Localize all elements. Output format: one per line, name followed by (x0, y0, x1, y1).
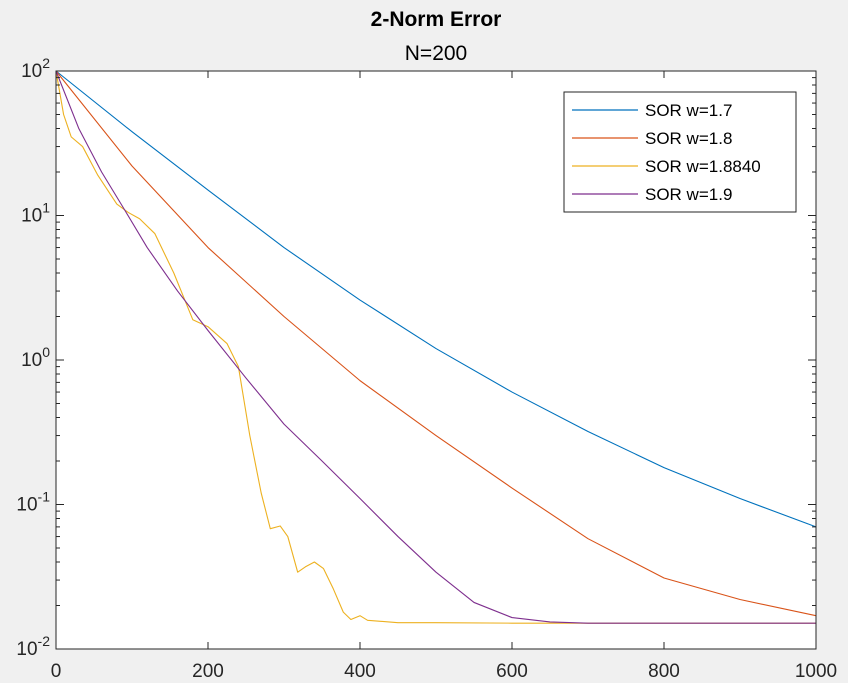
axes-layer: 0 200 400 600 800 1000 102 101 100 10-1 10-2 (16, 55, 837, 682)
series-line-4 (55, 70, 816, 624)
y-tick-label: 102 (21, 55, 50, 82)
y-tick-label: 101 (21, 200, 50, 227)
x-tick-label: 400 (344, 661, 376, 682)
legend-entry-4: SOR w=1.9 (645, 185, 732, 204)
legend: SOR w=1.7 SOR w=1.8 SOR w=1.8840 SOR w=1.9 (563, 91, 797, 213)
x-tick-label: 600 (496, 661, 528, 682)
y-tick-label: 10-1 (16, 489, 50, 516)
chart-title: 2-Norm Error (371, 8, 502, 31)
legend-entry-1: SOR w=1.7 (645, 101, 732, 120)
y-tick-label: 10-2 (16, 633, 50, 660)
series-line-1 (55, 70, 817, 528)
legend-box (563, 91, 797, 213)
series-line-2 (55, 70, 817, 617)
x-tick-label: 0 (51, 661, 62, 682)
y-tick-label: 100 (21, 344, 50, 371)
x-tick-label: 800 (648, 661, 680, 682)
legend-entry-3: SOR w=1.8840 (645, 157, 761, 176)
x-tick-label: 200 (192, 661, 224, 682)
series-layer (55, 70, 817, 624)
chart-subtitle: N=200 (405, 42, 467, 65)
legend-entry-2: SOR w=1.8 (645, 129, 732, 148)
x-tick-label: 1000 (795, 661, 837, 682)
